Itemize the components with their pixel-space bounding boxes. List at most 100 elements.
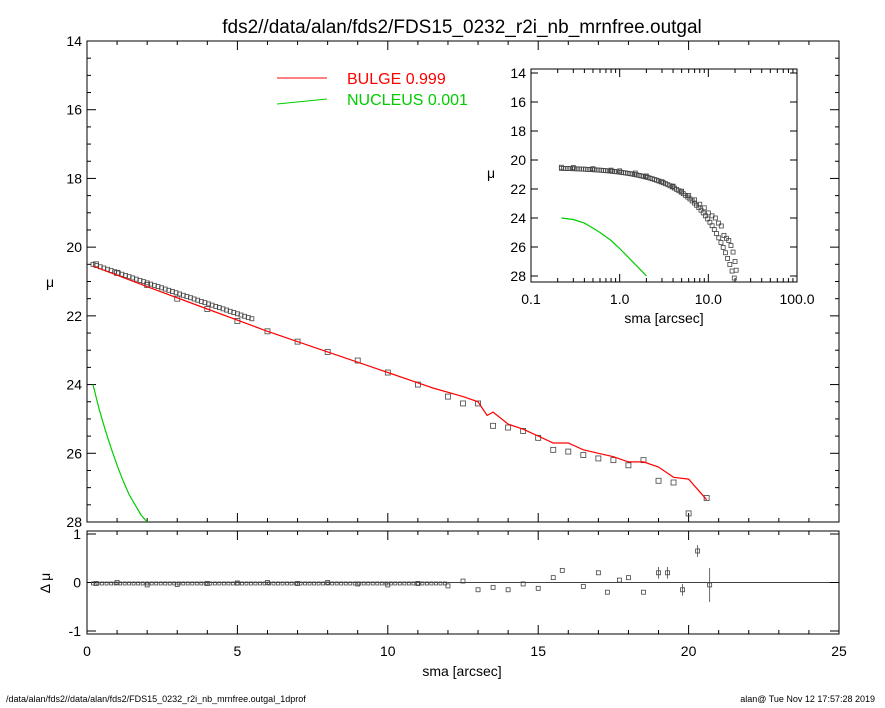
y-axis-label: μ: [46, 274, 54, 290]
data-point: [559, 567, 565, 573]
nucleus-line: [561, 217, 647, 277]
chart-title: fds2//data/alan/fds2/FDS15_0232_r2i_nb_m…: [222, 17, 702, 38]
x-tick-label: 5: [234, 643, 242, 659]
x-tick-label: 15: [530, 643, 546, 659]
data-point: [718, 223, 724, 229]
y-tick-label: 24: [510, 210, 526, 226]
data-point: [550, 575, 556, 581]
data-point: [190, 581, 195, 586]
data-point: [617, 168, 623, 174]
data-point: [240, 581, 244, 586]
data-point: [325, 580, 331, 585]
data-point: [167, 581, 172, 586]
nucleus-line: [92, 384, 148, 522]
legend-label: BULGE 0.999: [347, 71, 446, 88]
data-point: [352, 581, 357, 586]
inset-plot-frame: [530, 68, 798, 283]
footer-path: /data/alan/fds2//data/alan/fds2/FDS15_02…: [6, 694, 306, 704]
data-point: [91, 581, 95, 586]
data-point: [355, 581, 361, 587]
y-tick-label: 14: [66, 33, 82, 49]
data-point: [733, 267, 739, 273]
data-point: [348, 581, 353, 586]
data-point: [626, 575, 631, 581]
data-point: [114, 580, 120, 585]
data-point: [686, 193, 692, 198]
x-tick-label: 0.1: [521, 291, 541, 307]
data-point: [118, 581, 122, 586]
data-point: [685, 510, 692, 517]
data-point: [595, 570, 601, 576]
data-point: [434, 581, 438, 586]
data-point: [354, 357, 361, 364]
data-point: [199, 581, 204, 586]
y-tick-label: 22: [510, 181, 526, 197]
data-point: [703, 495, 710, 501]
x-axis-label: sma [arcsec]: [422, 663, 501, 679]
data-point: [505, 587, 511, 593]
data-point: [604, 589, 610, 595]
data-point: [722, 250, 728, 256]
footer-timestamp: alan@ Tue Nov 12 17:57:28 2019: [740, 694, 875, 704]
data-point: [95, 581, 100, 586]
data-point: [414, 381, 421, 388]
data-point: [610, 457, 617, 464]
data-point: [558, 164, 564, 170]
data-point: [443, 581, 447, 586]
data-point: [625, 462, 632, 469]
data-point: [294, 581, 298, 586]
x-tick-label: 1.0: [610, 291, 630, 307]
data-point: [701, 205, 707, 211]
y-axis-label: μ: [487, 165, 495, 181]
data-point: [276, 581, 280, 586]
data-point: [670, 479, 677, 486]
y-tick-label: 20: [66, 239, 82, 255]
data-point: [490, 422, 496, 429]
y-tick-label: 22: [66, 308, 82, 324]
y-axis-label: Δ μ: [37, 573, 53, 594]
data-point: [174, 582, 180, 587]
data-point: [127, 581, 132, 586]
data-point: [445, 583, 451, 589]
data-point: [321, 581, 326, 586]
data-point: [298, 581, 303, 586]
data-point: [249, 316, 255, 322]
data-point: [429, 581, 434, 586]
main-panel: 14 16 18 20 22 24 26 28 μ BULGE 0.999 NUCLEUS 0.00…: [46, 33, 840, 530]
y-tick-label: 18: [66, 170, 82, 186]
data-point: [265, 580, 270, 585]
data-point: [330, 581, 335, 586]
data-point: [438, 581, 443, 586]
data-point: [565, 448, 572, 455]
data-point: [303, 581, 307, 586]
data-point: [204, 306, 211, 312]
data-point: [181, 581, 186, 586]
data-point: [617, 577, 622, 583]
data-point: [721, 232, 727, 238]
data-point: [505, 424, 512, 431]
data-point: [460, 578, 466, 584]
data-point: [697, 201, 703, 207]
data-point: [692, 197, 697, 203]
data-point: [384, 369, 391, 376]
data-point: [727, 262, 733, 267]
data-point: [728, 243, 734, 248]
data-point: [415, 581, 420, 586]
x-tick-label: 25: [831, 643, 847, 659]
data-point: [705, 210, 711, 216]
data-point: [406, 581, 411, 586]
y-tick-label: 26: [66, 445, 82, 461]
data-point: [375, 581, 380, 586]
data-point: [643, 173, 649, 179]
data-point: [475, 400, 481, 407]
data-point: [370, 581, 375, 586]
y-tick-label: 0: [73, 575, 81, 591]
data-point: [149, 581, 154, 586]
data-point: [316, 581, 321, 586]
data-point: [520, 581, 526, 587]
data-point: [208, 581, 213, 586]
data-point: [244, 581, 249, 586]
data-point: [725, 256, 731, 261]
data-point: [731, 275, 737, 281]
